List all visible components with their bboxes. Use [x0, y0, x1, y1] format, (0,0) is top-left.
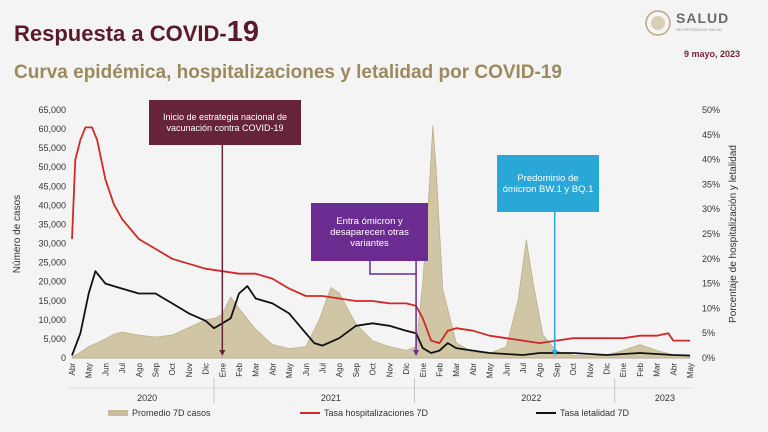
- legend-hosp-label: Tasa hospitalizaciones 7D: [324, 408, 429, 418]
- annotation-elbow-line: [369, 261, 417, 275]
- annotation-omicron-entry: Entra ómicron y desaparecen otras varian…: [311, 203, 428, 261]
- x-tick-label: Feb: [636, 362, 645, 376]
- x-tick-label: Oct: [569, 362, 578, 375]
- y-tick-label: 20,000: [38, 277, 66, 287]
- annotation-vaccination: Inicio de estrategia nacional de vacunac…: [149, 100, 301, 145]
- x-tick-label: Dic: [402, 363, 411, 375]
- year-label: 2022: [521, 393, 541, 403]
- y-tick-label: 30,000: [38, 239, 66, 249]
- y2-axis-label: Porcentaje de hospitalización y letalida…: [728, 145, 739, 323]
- x-tick-label: Abr: [68, 363, 77, 376]
- title-number: 19: [226, 16, 259, 48]
- x-tick-label: Jun: [502, 363, 511, 376]
- y-tick-label: 65,000: [38, 105, 66, 115]
- x-tick-label: Mar: [252, 363, 261, 377]
- x-tick-label: Ago: [536, 362, 545, 377]
- x-tick-label: Jun: [302, 363, 311, 376]
- logo-subtext: SECRETARÍA DE SALUD: [676, 27, 723, 32]
- legend-leth-label: Tasa letalidad 7D: [560, 408, 630, 418]
- series-lethality-line: [71, 270, 691, 357]
- x-tick-label: Nov: [385, 363, 394, 377]
- x-tick-label: May: [285, 363, 294, 378]
- y2-tick-label: 0%: [702, 353, 715, 363]
- x-tick-label: Jul: [118, 363, 127, 373]
- y-tick-label: 25,000: [38, 258, 66, 268]
- y2-tick-label: 50%: [702, 105, 720, 115]
- legend-leth: Tasa letalidad 7D: [536, 408, 629, 418]
- report-date: 9 mayo, 2023: [683, 49, 740, 59]
- x-tick-label: May: [486, 363, 495, 378]
- x-tick-label: Ene: [619, 362, 628, 377]
- x-tick-label: Ago: [335, 362, 344, 377]
- y-axis-label: Número de casos: [12, 195, 23, 273]
- x-tick-label: Nov: [185, 363, 194, 377]
- x-tick-label: Nov: [586, 363, 595, 377]
- legend-leth-swatch: [536, 412, 556, 414]
- legend-hosp: Tasa hospitalizaciones 7D: [300, 408, 428, 418]
- series-cases-area: [71, 125, 691, 359]
- x-tick-label: Oct: [168, 362, 177, 375]
- x-tick-label: Feb: [235, 362, 244, 376]
- y-tick-label: 35,000: [38, 219, 66, 229]
- legend-cases-swatch: [108, 410, 128, 416]
- annotation-pointer-arrow: [551, 350, 558, 356]
- x-tick-label: Dic: [202, 363, 211, 375]
- annotation-pointer-arrow: [219, 350, 226, 356]
- legend-hosp-swatch: [300, 412, 320, 414]
- title-prefix: Respuesta a COVID-: [14, 21, 227, 46]
- y2-tick-label: 30%: [702, 204, 720, 214]
- y2-tick-label: 35%: [702, 179, 720, 189]
- y-tick-label: 5,000: [43, 334, 66, 344]
- x-tick-label: Abr: [669, 363, 678, 376]
- x-tick-label: Oct: [369, 362, 378, 375]
- year-label: 2020: [137, 393, 157, 403]
- y-tick-label: 50,000: [38, 162, 66, 172]
- x-tick-label: Abr: [469, 363, 478, 376]
- logo-text: SALUD: [676, 10, 730, 26]
- x-tick-label: May: [686, 363, 695, 378]
- x-tick-label: Abr: [268, 363, 277, 376]
- annotation-omicron-bw: Predominio de ómicron BW.1 y BQ.1: [497, 155, 599, 212]
- x-tick-label: Jul: [519, 363, 528, 373]
- y2-tick-label: 20%: [702, 254, 720, 264]
- annotation-pointer-arrow: [413, 350, 420, 356]
- x-tick-label: Sep: [552, 362, 561, 377]
- y-tick-label: 40,000: [38, 200, 66, 210]
- y-tick-label: 60,000: [38, 124, 66, 134]
- legend-cases: Promedio 7D casos: [108, 408, 211, 418]
- salud-seal-icon: [645, 10, 671, 36]
- page-title: Respuesta a COVID-19: [14, 16, 259, 49]
- x-tick-label: Ago: [135, 362, 144, 377]
- year-label: 2023: [655, 393, 675, 403]
- x-tick-label: Mar: [452, 363, 461, 377]
- legend-cases-label: Promedio 7D casos: [132, 408, 211, 418]
- x-tick-label: Sep: [152, 362, 161, 377]
- x-tick-label: Ene: [218, 362, 227, 377]
- x-tick-label: Jul: [319, 363, 328, 373]
- y2-tick-label: 10%: [702, 303, 720, 313]
- y2-tick-label: 25%: [702, 229, 720, 239]
- x-tick-label: May: [85, 363, 94, 378]
- y2-tick-label: 5%: [702, 328, 715, 338]
- y-tick-label: 55,000: [38, 143, 66, 153]
- x-tick-label: Sep: [352, 362, 361, 377]
- x-tick-label: Jun: [101, 363, 110, 376]
- x-tick-label: Ene: [419, 362, 428, 377]
- x-tick-label: Feb: [435, 362, 444, 376]
- y-tick-label: 45,000: [38, 181, 66, 191]
- x-tick-label: Dic: [602, 363, 611, 375]
- y-tick-label: 10,000: [38, 315, 66, 325]
- y-tick-label: 0: [61, 353, 66, 363]
- y2-tick-label: 15%: [702, 279, 720, 289]
- y2-tick-label: 40%: [702, 155, 720, 165]
- x-tick-label: Mar: [653, 363, 662, 377]
- y-tick-label: 15,000: [38, 296, 66, 306]
- year-label: 2021: [321, 393, 341, 403]
- y2-tick-label: 45%: [702, 130, 720, 140]
- chart-title: Curva epidémica, hospitalizaciones y let…: [14, 62, 562, 83]
- series-hospitalization-line: [71, 126, 690, 344]
